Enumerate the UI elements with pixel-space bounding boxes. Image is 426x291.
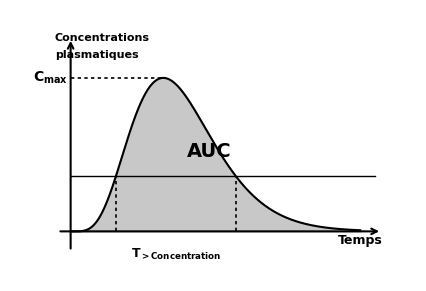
Text: Concentrations: Concentrations xyxy=(55,33,150,43)
Text: plasmatiques: plasmatiques xyxy=(55,50,138,60)
Text: AUC: AUC xyxy=(187,142,232,161)
Text: $\mathbf{C_{max}}$: $\mathbf{C_{max}}$ xyxy=(33,70,68,86)
Text: $\mathbf{T_{>Concentration}}$: $\mathbf{T_{>Concentration}}$ xyxy=(131,247,221,262)
Text: Temps: Temps xyxy=(338,235,383,247)
